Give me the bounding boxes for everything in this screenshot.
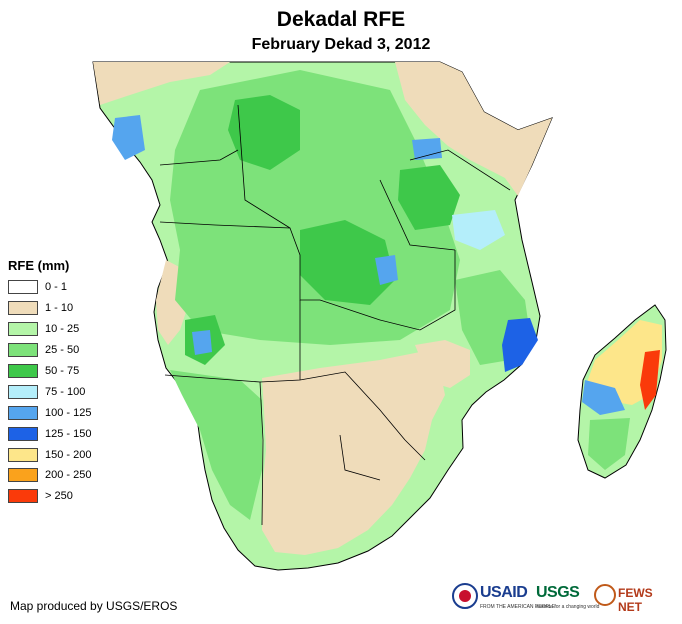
legend-item-0: 0 - 1	[8, 277, 91, 298]
legend-swatch-7	[8, 426, 38, 441]
dry-zone-northeast	[395, 62, 552, 196]
very-heavy-rain-angola-spot	[192, 330, 212, 355]
usaid-seal-icon	[452, 583, 478, 609]
legend-label-2: 10 - 25	[45, 323, 80, 336]
legend-swatch-10	[8, 489, 38, 504]
legend-swatch-2	[8, 322, 38, 337]
rfe-legend: RFE (mm) 0 - 1 1 - 10 10 - 25 25 - 50 50…	[8, 258, 91, 507]
legend-item-8: 150 - 200	[8, 444, 91, 465]
legend-swatch-4	[8, 364, 38, 378]
very-heavy-rain-kenya	[452, 210, 505, 250]
legend-item-9: 200 - 250	[8, 465, 91, 486]
legend-swatch-0	[8, 280, 38, 295]
very-heavy-rain-lake-victoria	[412, 138, 442, 160]
legend-label-10: > 250	[45, 490, 73, 503]
usgs-tagline: science for a changing world	[536, 604, 600, 610]
very-heavy-rain-gabon	[112, 115, 145, 160]
country-borders	[159, 104, 511, 526]
heavy-rain-zambia	[300, 220, 395, 305]
very-heavy-rain-mozambique-coast	[502, 318, 538, 372]
legend-swatch-3	[8, 343, 38, 358]
legend-swatch-9	[8, 468, 38, 483]
legend-label-9: 200 - 250	[45, 469, 92, 482]
legend-label-5: 75 - 100	[45, 385, 86, 398]
legend-label-6: 100 - 125	[45, 406, 92, 419]
legend-label-1: 1 - 10	[45, 302, 74, 315]
fews-globe-icon	[594, 584, 616, 606]
map-title: Dekadal RFE	[276, 8, 406, 31]
madagascar-blue-zone	[582, 380, 625, 415]
legend-item-7: 125 - 150	[8, 423, 91, 444]
fews-net-logo: FEWS NET	[618, 586, 653, 614]
very-heavy-rain-lake-malawi	[375, 255, 398, 285]
legend-label-0: 0 - 1	[45, 281, 68, 294]
dry-zone-south	[262, 352, 445, 555]
map-subtitle: February Dekad 3, 2012	[251, 36, 431, 53]
legend-item-1: 1 - 10	[8, 298, 91, 319]
legend-item-5: 75 - 100	[8, 381, 91, 402]
legend-swatch-5	[8, 384, 38, 399]
legend-label-3: 25 - 50	[45, 344, 80, 357]
legend-swatch-8	[8, 447, 38, 462]
legend-item-6: 100 - 125	[8, 402, 91, 423]
usaid-logo: USAID	[480, 584, 528, 601]
legend-label-7: 125 - 150	[45, 427, 92, 440]
madagascar-very-wet-zone	[640, 350, 660, 410]
heavy-rain-tanzania	[398, 165, 460, 230]
dry-zone-mozambique	[415, 340, 470, 388]
map-credit: Map produced by USGS/EROS	[10, 599, 178, 613]
legend-label-8: 150 - 200	[45, 448, 92, 461]
legend-label-4: 50 - 75	[45, 365, 80, 377]
legend-item-2: 10 - 25	[8, 319, 91, 340]
madagascar-green-zone	[588, 418, 630, 470]
usaid-tagline: FROM THE AMERICAN PEOPLE	[480, 604, 555, 610]
legend-swatch-6	[8, 405, 38, 420]
dry-zone-north-coast	[93, 62, 230, 105]
legend-swatch-1	[8, 301, 38, 316]
legend-item-4: 50 - 75	[8, 361, 91, 382]
agency-logos: USAID FROM THE AMERICAN PEOPLE USGS scie…	[452, 582, 674, 616]
usgs-logo: USGS	[536, 584, 580, 601]
legend-title: RFE (mm)	[8, 258, 70, 273]
legend-item-10: > 250	[8, 486, 91, 507]
rain-zone-southwest	[170, 370, 262, 520]
heavy-rain-congo	[228, 95, 300, 170]
legend-item-3: 25 - 50	[8, 340, 91, 361]
